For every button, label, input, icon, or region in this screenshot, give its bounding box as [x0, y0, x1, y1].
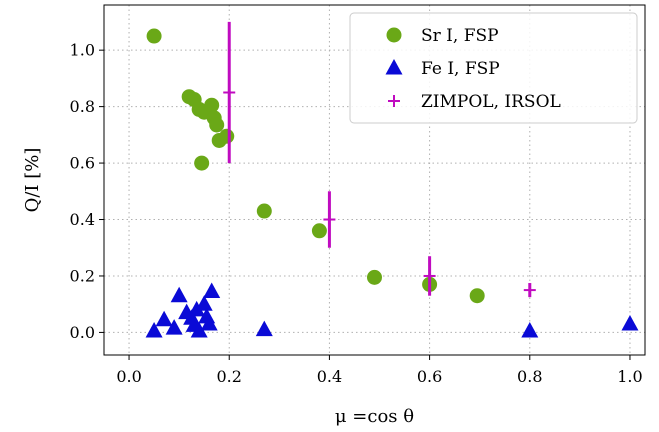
data-point — [256, 203, 272, 219]
data-point — [188, 300, 206, 317]
data-point — [323, 191, 336, 248]
series-zimpol-irsol — [223, 21, 536, 298]
x-tick-label: 0.0 — [116, 367, 141, 386]
y-tick-label: 0.2 — [70, 266, 95, 285]
data-point — [621, 314, 639, 331]
y-tick-label: 0.4 — [70, 210, 95, 229]
data-marks — [145, 21, 639, 338]
legend-label: ZIMPOL, IRSOL — [421, 92, 561, 112]
legend: Sr I, FSP Fe I, FSP ZIMPOL, IRSOL — [349, 12, 638, 124]
legend-item: Fe I, FSP — [385, 59, 500, 79]
x-axis-label: μ =cos θ — [335, 406, 414, 427]
data-point — [200, 314, 218, 331]
x-tick-label: 0.2 — [217, 367, 242, 386]
data-point — [204, 97, 220, 113]
legend-label: Sr I, FSP — [421, 26, 499, 46]
data-point — [255, 320, 273, 337]
y-tick-label: 0.6 — [70, 154, 95, 173]
legend-label: Fe I, FSP — [421, 59, 500, 79]
data-point — [155, 310, 173, 327]
legend-marker — [388, 95, 400, 107]
x-tick-label: 1.0 — [617, 367, 642, 386]
data-point — [165, 319, 183, 335]
plot-frame — [103, 4, 646, 356]
series-fe-i-fsp — [145, 282, 639, 338]
y-tick-label: 0.8 — [70, 97, 95, 116]
data-point — [146, 28, 162, 44]
data-point — [521, 322, 539, 338]
data-point — [367, 269, 382, 285]
legend-item: ZIMPOL, IRSOL — [388, 92, 561, 112]
legend-item: Sr I, FSP — [386, 26, 499, 46]
series-sr-i-fsp — [146, 28, 485, 304]
data-point — [469, 288, 485, 304]
legend-marker — [385, 59, 403, 75]
data-point — [311, 223, 327, 239]
x-tick-label: 0.8 — [517, 367, 542, 386]
y-tick-label: 0.0 — [70, 323, 95, 342]
legend-marker — [386, 27, 402, 43]
y-tick-label: 1.0 — [70, 41, 95, 60]
data-point — [190, 322, 208, 338]
data-point — [145, 322, 163, 338]
x-tick-label: 0.4 — [317, 367, 342, 386]
data-point — [194, 155, 210, 171]
data-point — [195, 295, 213, 311]
data-point — [223, 21, 236, 164]
legend-box — [349, 12, 638, 124]
data-point — [170, 286, 188, 303]
axis-ticks: 0.0 0.2 0.4 0.6 0.8 1.0 0.0 0.2 0.4 0.6 0.8 1.0 — [70, 41, 643, 386]
data-point — [423, 256, 436, 296]
data-point — [203, 282, 221, 298]
data-point — [523, 283, 536, 298]
y-axis-label: Q/I [%] — [22, 148, 43, 213]
data-point — [219, 128, 235, 144]
data-point — [209, 117, 225, 133]
x-tick-label: 0.6 — [417, 367, 442, 386]
